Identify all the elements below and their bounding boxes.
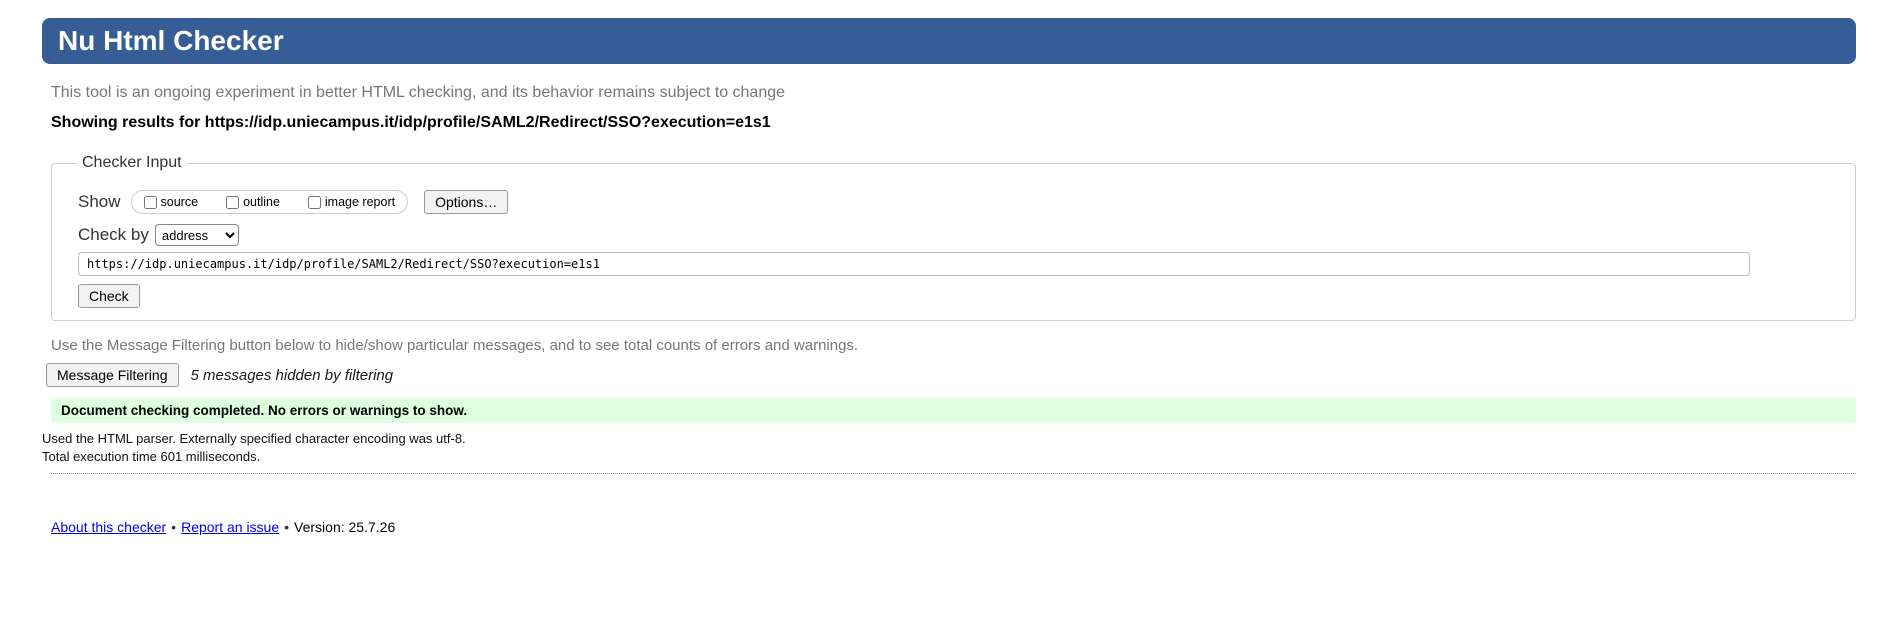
- page-wrapper: Nu Html Checker This tool is an ongoing …: [0, 18, 1900, 535]
- checker-input-legend: Checker Input: [82, 154, 182, 171]
- execution-time-line: Total execution time 601 milliseconds.: [42, 449, 261, 464]
- intro-text: This tool is an ongoing experiment in be…: [51, 84, 786, 101]
- dotted-divider: [51, 473, 1856, 474]
- image-report-checkbox[interactable]: [307, 195, 321, 209]
- about-checker-link[interactable]: About this checker: [51, 519, 167, 535]
- image-report-checkbox-label[interactable]: image report: [324, 195, 396, 209]
- hidden-messages-note: 5 messages hidden by filtering: [190, 366, 394, 384]
- version-text: Version: 25.7.26: [294, 519, 396, 535]
- parser-stat-line: Used the HTML parser. Externally specifi…: [42, 431, 466, 446]
- check-row: Check: [78, 284, 1841, 308]
- checker-input-fieldset: Checker Input Show source outline image …: [51, 154, 1856, 321]
- show-row: Show source outline image report Options…: [78, 190, 1841, 214]
- options-button[interactable]: Options…: [424, 190, 509, 214]
- source-checkbox-label[interactable]: source: [160, 195, 199, 209]
- message-filtering-row: Message Filtering 5 messages hidden by f…: [46, 363, 1856, 387]
- results-heading: Showing results for https://idp.uniecamp…: [51, 114, 771, 131]
- message-filtering-button[interactable]: Message Filtering: [46, 363, 179, 387]
- app-title: Nu Html Checker: [42, 18, 1856, 64]
- show-checkbox-group: source outline image report: [130, 190, 409, 214]
- footer-separator: •: [284, 519, 290, 535]
- check-by-row: Check by address: [78, 224, 1841, 246]
- show-option-image-report: image report: [307, 195, 396, 209]
- footer: About this checker • Report an issue • Versi…: [51, 519, 1856, 535]
- show-option-source: source: [143, 195, 199, 209]
- outline-checkbox-label[interactable]: outline: [243, 195, 280, 209]
- source-checkbox[interactable]: [143, 195, 157, 209]
- show-label: Show: [78, 192, 121, 211]
- footer-separator: •: [171, 519, 177, 535]
- outline-checkbox[interactable]: [226, 195, 240, 209]
- success-banner: Document checking completed. No errors o…: [51, 398, 1856, 423]
- message-filtering-help: Use the Message Filtering button below t…: [51, 337, 859, 354]
- show-option-outline: outline: [226, 195, 280, 209]
- check-button[interactable]: Check: [78, 284, 140, 308]
- address-input[interactable]: [78, 252, 1750, 276]
- address-row: [78, 252, 1841, 276]
- check-by-select[interactable]: address: [154, 224, 239, 246]
- report-issue-link[interactable]: Report an issue: [181, 519, 280, 535]
- check-by-label: Check by: [78, 225, 149, 244]
